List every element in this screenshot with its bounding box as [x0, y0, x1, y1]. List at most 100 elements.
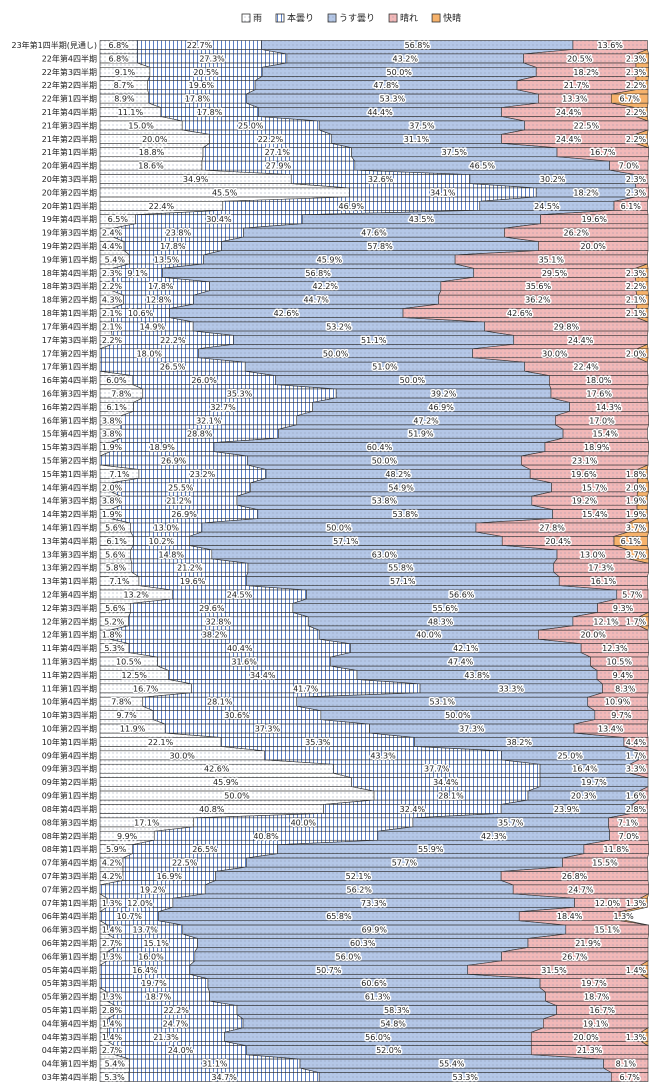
- connector: [236, 1014, 557, 1020]
- value-label: 6.7%: [619, 1073, 640, 1082]
- category-label: 06年第1四半期: [42, 951, 97, 961]
- value-label: 1.3%: [102, 899, 123, 908]
- value-label: 7.8%: [111, 389, 132, 398]
- value-label: 18.4%: [557, 912, 583, 921]
- value-label: 56.0%: [336, 952, 362, 961]
- value-label: 21.3%: [153, 1033, 179, 1042]
- value-label: 13.4%: [598, 725, 624, 734]
- value-label: 42.6%: [204, 765, 230, 774]
- connector: [543, 1014, 649, 1020]
- legend-swatch: [327, 13, 337, 23]
- value-label: 38.2%: [202, 631, 228, 640]
- category-label: 13年第1四半期: [42, 576, 97, 586]
- value-label: 18.2%: [573, 188, 599, 197]
- category-label: 07年第1四半期: [42, 898, 97, 908]
- value-label: 43.5%: [409, 215, 435, 224]
- value-label: 15.4%: [593, 430, 619, 439]
- bar-segment: [569, 402, 649, 412]
- value-label: 1.3%: [102, 993, 123, 1002]
- bar-segment: [550, 388, 648, 399]
- connector: [501, 116, 649, 122]
- category-label: 05年第4四半期: [42, 965, 97, 975]
- bar-segment: [635, 268, 649, 278]
- value-label: 16.4%: [572, 765, 598, 774]
- connector: [189, 960, 502, 966]
- value-label: 46.5%: [470, 162, 496, 171]
- category-label: 14年第4四半期: [42, 482, 97, 492]
- value-label: 24.0%: [168, 1046, 194, 1055]
- bar-segment: [544, 442, 649, 452]
- value-label: 50.0%: [372, 456, 398, 465]
- connector: [246, 585, 617, 591]
- bar-segment: [636, 495, 648, 506]
- value-label: 30.2%: [540, 175, 566, 184]
- value-label: 2.3%: [626, 175, 647, 184]
- value-label: 2.0%: [626, 483, 647, 492]
- legend-swatch: [388, 13, 398, 23]
- category-label: 22年第1四半期: [42, 94, 97, 104]
- value-label: 1.3%: [626, 899, 647, 908]
- connector: [201, 156, 356, 162]
- category-label: 13年第3四半期: [42, 549, 97, 559]
- value-label: 1.3%: [102, 952, 123, 961]
- value-label: 53.3%: [380, 95, 406, 104]
- category-label: 15年第4四半期: [42, 429, 97, 439]
- category-label: 18年第2四半期: [42, 295, 97, 305]
- connector: [377, 826, 611, 832]
- connector: [245, 571, 561, 577]
- value-label: 39.2%: [431, 389, 457, 398]
- value-label: 51.9%: [408, 430, 434, 439]
- connector: [182, 129, 332, 135]
- value-label: 19.1%: [583, 1019, 609, 1028]
- value-label: 18.6%: [138, 162, 164, 171]
- value-label: 56.6%: [449, 591, 475, 600]
- value-label: 43.2%: [393, 54, 419, 63]
- value-label: 16.4%: [132, 966, 158, 975]
- value-label: 6.1%: [107, 537, 128, 546]
- value-label: 20.0%: [580, 242, 606, 251]
- bar-segment: [565, 924, 649, 935]
- value-label: 55.8%: [388, 564, 414, 573]
- connector: [99, 665, 169, 671]
- value-label: 21.9%: [575, 939, 601, 948]
- bar-segment: [623, 737, 649, 747]
- value-label: 40.8%: [253, 832, 279, 841]
- connector: [128, 1067, 320, 1073]
- connector: [308, 625, 573, 631]
- connector: [99, 424, 122, 430]
- value-label: 57.1%: [390, 577, 416, 586]
- value-label: 37.7%: [424, 765, 450, 774]
- bar-segment: [539, 777, 649, 787]
- value-label: 51.1%: [361, 336, 387, 345]
- category-label: 19年第2四半期: [42, 241, 97, 251]
- value-label: 17.6%: [587, 389, 613, 398]
- connector: [586, 705, 649, 711]
- value-label: 55.9%: [418, 845, 444, 854]
- connector: [193, 330, 514, 336]
- connector: [110, 504, 258, 510]
- value-label: 18.7%: [584, 993, 610, 1002]
- connector: [637, 478, 649, 484]
- connector: [99, 156, 204, 162]
- connector: [99, 1067, 130, 1073]
- bar-segment: [524, 361, 648, 372]
- connector: [531, 491, 638, 497]
- value-label: 5.2%: [104, 617, 125, 626]
- legend-swatch: [431, 13, 441, 23]
- category-label: 22年第4四半期: [42, 53, 97, 63]
- value-label: 24.7%: [568, 885, 594, 894]
- value-label: 15.0%: [128, 121, 154, 130]
- value-label: 37.5%: [409, 121, 435, 130]
- category-label: 18年第3四半期: [42, 281, 97, 291]
- connector: [162, 263, 474, 269]
- bar-segment: [594, 710, 649, 720]
- category-label: 22年第2四半期: [42, 80, 97, 90]
- category-label: 11年第2四半期: [42, 670, 97, 680]
- bar-segment: [597, 603, 649, 613]
- category-label: 12年第4四半期: [42, 590, 97, 600]
- value-label: 58.3%: [384, 1006, 410, 1015]
- value-label: 18.9%: [584, 443, 610, 452]
- connector: [99, 1027, 108, 1033]
- value-label: 18.0%: [586, 376, 612, 385]
- value-label: 13.7%: [132, 926, 158, 935]
